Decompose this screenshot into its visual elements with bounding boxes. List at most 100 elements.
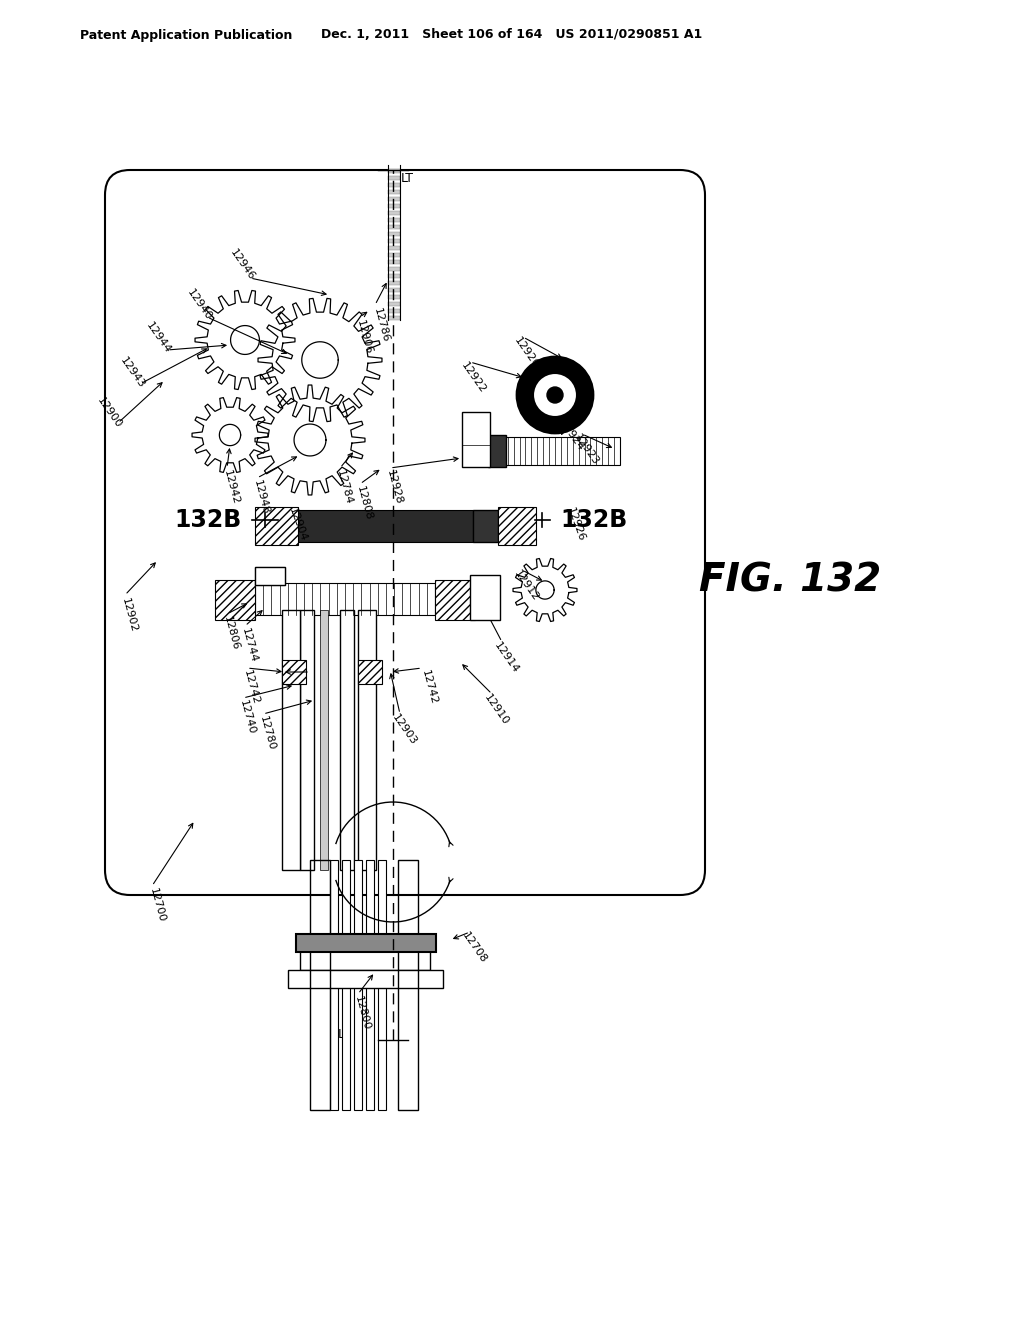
Bar (388, 183, 400, 187)
Text: Dec. 1, 2011   Sheet 106 of 164   US 2011/0290851 A1: Dec. 1, 2011 Sheet 106 of 164 US 2011/02… (322, 29, 702, 41)
Text: 12742: 12742 (242, 669, 261, 706)
Bar (470, 576, 500, 620)
Bar (358, 610, 376, 870)
Text: 12744: 12744 (240, 627, 259, 664)
Bar (388, 246, 400, 249)
Text: 12924: 12924 (557, 418, 586, 453)
Bar (255, 507, 298, 545)
Bar (388, 205, 400, 209)
Polygon shape (195, 290, 295, 389)
Text: 12912: 12912 (512, 568, 541, 603)
Text: 12946: 12946 (227, 247, 256, 282)
Bar (310, 861, 330, 1110)
Polygon shape (255, 385, 365, 495)
Text: 12944: 12944 (144, 321, 173, 355)
Bar (296, 935, 436, 952)
Text: 12806: 12806 (222, 615, 241, 652)
Text: 132B: 132B (175, 508, 242, 532)
Polygon shape (302, 342, 338, 379)
Text: LT: LT (401, 172, 414, 185)
Bar (282, 660, 306, 684)
Text: 12922: 12922 (459, 360, 487, 395)
Bar (398, 861, 418, 1110)
Text: 12940: 12940 (184, 288, 213, 322)
Bar (215, 579, 255, 620)
Text: 12780: 12780 (258, 715, 276, 752)
Bar (388, 211, 400, 215)
Bar (300, 610, 314, 870)
Polygon shape (230, 326, 259, 355)
Text: 12784: 12784 (335, 470, 354, 507)
Bar (490, 437, 620, 465)
Bar (298, 510, 473, 543)
Bar (388, 253, 400, 257)
Polygon shape (536, 581, 554, 599)
Text: 12808: 12808 (355, 486, 374, 523)
Bar (342, 861, 350, 1110)
Text: LT: LT (338, 1028, 351, 1041)
Text: 132B: 132B (560, 508, 628, 532)
Bar (319, 610, 328, 870)
Text: 12926: 12926 (565, 507, 587, 543)
Bar (388, 302, 400, 306)
Bar (388, 239, 400, 243)
Text: 12920: 12920 (512, 335, 541, 370)
FancyBboxPatch shape (105, 170, 705, 895)
Circle shape (547, 387, 563, 403)
Text: 12914: 12914 (492, 640, 520, 675)
Bar (300, 950, 430, 970)
Text: 12904: 12904 (288, 507, 309, 543)
Text: 12800: 12800 (353, 995, 372, 1032)
Bar (255, 568, 285, 585)
Text: 12948: 12948 (252, 479, 270, 516)
Bar (330, 861, 338, 1110)
Text: FIG. 132: FIG. 132 (699, 561, 881, 599)
Bar (388, 197, 400, 201)
Bar (288, 970, 443, 987)
Bar (366, 861, 374, 1110)
Polygon shape (513, 558, 577, 622)
Polygon shape (294, 424, 326, 455)
Text: 12900: 12900 (95, 396, 123, 430)
Bar (488, 436, 506, 467)
Bar (498, 507, 536, 545)
Circle shape (534, 374, 577, 417)
Text: 12903: 12903 (390, 711, 418, 747)
Bar (388, 224, 400, 228)
Bar (354, 861, 362, 1110)
Bar (388, 190, 400, 194)
Bar (388, 232, 400, 236)
Bar (340, 610, 354, 870)
Text: 12906: 12906 (355, 319, 374, 356)
Bar (388, 260, 400, 264)
Bar (388, 169, 400, 173)
Text: 12928: 12928 (385, 470, 403, 507)
Text: 12943: 12943 (118, 355, 146, 389)
Bar (388, 315, 400, 319)
Bar (358, 660, 382, 684)
Bar (388, 176, 400, 180)
Bar (388, 218, 400, 222)
Bar (282, 610, 300, 870)
Text: 12742: 12742 (420, 669, 439, 706)
Bar (473, 510, 498, 543)
Bar (435, 579, 475, 620)
Polygon shape (193, 397, 268, 473)
Bar (388, 267, 400, 271)
Text: 12923: 12923 (571, 432, 600, 467)
Bar (388, 309, 400, 313)
Text: 12740: 12740 (238, 700, 257, 737)
Text: 12902: 12902 (120, 598, 139, 634)
Bar (388, 288, 400, 292)
Polygon shape (219, 424, 241, 446)
Circle shape (517, 356, 593, 433)
Bar (378, 861, 386, 1110)
Bar (255, 568, 285, 585)
Bar (255, 583, 435, 615)
Polygon shape (258, 298, 382, 421)
Text: 12942: 12942 (222, 470, 241, 507)
Bar (388, 294, 400, 300)
Text: 12708: 12708 (460, 931, 488, 965)
Text: 12910: 12910 (482, 692, 510, 726)
Bar (388, 275, 400, 279)
